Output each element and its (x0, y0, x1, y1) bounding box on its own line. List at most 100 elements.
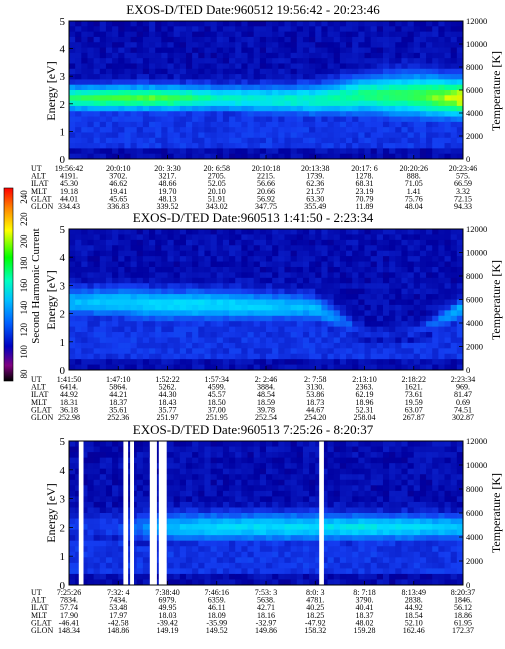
spectrogram-cell (235, 557, 242, 564)
spectrogram-cell (309, 441, 316, 447)
spectrogram-cell (247, 47, 255, 54)
spectrogram-cell (339, 36, 347, 43)
spectrogram-cell (124, 148, 131, 155)
spectrogram-cell (395, 474, 402, 481)
spectrogram-cell (105, 446, 113, 453)
spectrogram-cell (81, 321, 88, 328)
spectrogram-cell (302, 143, 310, 149)
spectrogram-cell (222, 518, 230, 525)
spectrogram-cell (407, 277, 415, 284)
spectrogram-cell (401, 579, 408, 586)
spectrogram-cell (167, 95, 175, 102)
spectrogram-cell (124, 256, 131, 262)
spectrogram-cell (370, 551, 378, 558)
spectrogram-cell (432, 148, 439, 155)
spectrogram-cell (161, 353, 168, 360)
spectrogram-cell (216, 310, 224, 317)
spectrogram-cell (333, 315, 341, 322)
spectrogram-cell (247, 546, 255, 553)
spectrogram-cell (419, 326, 427, 333)
spectrogram-cell (382, 121, 390, 128)
spectrogram-cell (241, 501, 248, 508)
spectrogram-cell (413, 315, 421, 322)
colorbar-label: Second Harmonic Current (30, 228, 42, 343)
spectrogram-cell (364, 294, 372, 300)
spectrogram-cell (370, 573, 378, 580)
spectrogram-cell (426, 234, 433, 241)
spectrogram-cell (339, 359, 347, 365)
spectrogram-cell (333, 63, 341, 70)
spectrogram-cell (376, 283, 384, 290)
spectrogram-cell (136, 68, 144, 75)
spectrogram-cell (161, 58, 168, 64)
spectrogram-cell (142, 127, 150, 133)
spectrogram-cell (118, 474, 125, 481)
spectrogram-cell (358, 116, 365, 123)
spectrogram-cell (75, 540, 82, 547)
spectrogram-cell (376, 256, 384, 262)
spectrogram-cell (253, 272, 261, 279)
spectrogram-cell (210, 490, 218, 497)
spectrogram-cell (241, 47, 248, 54)
spectrogram-cell (87, 321, 95, 328)
spectrogram-cell (395, 294, 402, 300)
spectrogram-cell (155, 446, 162, 453)
spectrogram-cell (333, 353, 341, 360)
spectrogram-cell (69, 256, 76, 262)
spectrogram-cell (87, 74, 95, 80)
spectrogram-cell (204, 551, 211, 558)
spectrogram-cell (456, 127, 464, 133)
spectrogram-cell (376, 52, 384, 59)
spectrogram-cell (444, 256, 452, 262)
ephemeris-value: 1.41 (407, 187, 421, 196)
spectrogram-cell (352, 261, 359, 268)
spectrogram-cell (382, 321, 390, 328)
spectrogram-cell (321, 31, 328, 38)
spectrogram-cell (142, 546, 150, 553)
spectrogram-cell (346, 485, 353, 492)
spectrogram-cell (444, 21, 452, 27)
spectrogram-cell (161, 74, 168, 80)
spectrogram-cell (87, 245, 95, 252)
spectrogram-cell (413, 348, 421, 355)
spectrogram-cell (339, 342, 347, 349)
spectrogram-cell (112, 546, 119, 553)
spectrogram-cell (155, 463, 162, 470)
spectrogram-cell (401, 326, 408, 333)
spectrogram-cell (179, 468, 187, 475)
spectrogram-cell (247, 229, 255, 235)
spectrogram-cell (284, 468, 292, 475)
spectrogram-cell (432, 26, 439, 33)
spectrogram-cell (179, 321, 187, 328)
spectrogram-cell (395, 579, 402, 586)
spectrogram-cell (222, 90, 230, 96)
spectrogram-cell (376, 540, 384, 547)
spectrogram-cell (99, 463, 107, 470)
ephemeris-value: 46.62 (109, 179, 127, 188)
spectrogram-cell (87, 272, 95, 279)
spectrogram-cell (302, 304, 310, 311)
spectrogram-cell (339, 557, 347, 564)
spectrogram-cell (259, 501, 267, 508)
spectrogram-cell (204, 52, 211, 59)
spectrogram-cell (272, 562, 279, 569)
spectrogram-cell (382, 353, 390, 360)
spectrogram-cell (185, 26, 193, 33)
spectrogram-cell (426, 229, 433, 235)
spectrogram-cell (315, 52, 322, 59)
spectrogram-cell (278, 288, 285, 295)
spectrogram-cell (149, 234, 156, 241)
spectrogram-cell (370, 315, 378, 322)
spectrogram-cell (426, 245, 433, 252)
spectrogram-cell (358, 121, 365, 128)
spectrogram-cell (87, 557, 95, 564)
spectrogram-cell (99, 229, 107, 235)
spectrogram-cell (173, 52, 181, 59)
spectrogram-cell (118, 457, 125, 464)
spectrogram-cell (112, 229, 119, 235)
spectrogram-cell (352, 485, 359, 492)
spectrogram-cell (93, 315, 101, 322)
spectrogram-cell (290, 234, 298, 241)
spectrogram-cell (413, 294, 421, 300)
spectrogram-cell (364, 272, 372, 279)
